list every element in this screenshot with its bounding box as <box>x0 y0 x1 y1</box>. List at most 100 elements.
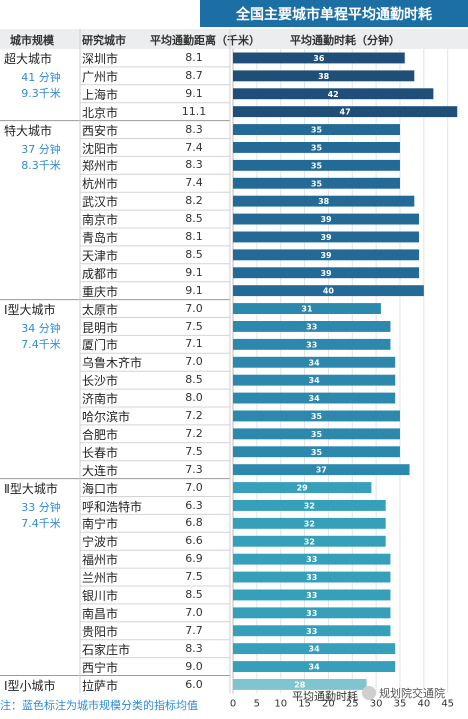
watermark: 规划院交通院 <box>362 685 445 701</box>
distance-value: 8.5 <box>185 212 203 226</box>
bar <box>233 517 386 529</box>
group-avg-distance: 7.4千米 <box>21 337 61 351</box>
bar <box>233 535 386 547</box>
chart-title: 全国主要城市单程平均通勤时耗 <box>200 0 468 27</box>
x-tick-label: 25 <box>346 698 359 709</box>
bar <box>233 142 400 153</box>
x-tick-label: 40 <box>417 698 430 709</box>
bar-value-label: 38 <box>318 197 330 206</box>
distance-value: 7.7 <box>185 623 203 637</box>
header-distance: 平均通勤距离（千米） <box>150 34 260 47</box>
bar <box>233 249 420 261</box>
bar-value-label: 35 <box>311 143 323 152</box>
header-tier: 城市规模 <box>10 34 54 47</box>
bar-value-label: 40 <box>323 287 335 296</box>
bar-value-label: 35 <box>311 126 323 135</box>
bar-value-label: 35 <box>311 412 323 421</box>
distance-value: 8.3 <box>185 158 203 172</box>
x-tick-label: 5 <box>254 698 260 709</box>
bar <box>233 267 420 279</box>
city-label: 大连市 <box>82 463 119 478</box>
city-label: 长沙市 <box>82 374 119 389</box>
bar-value-label: 33 <box>306 555 317 564</box>
x-axis-title: 平均通勤时耗 <box>292 690 358 703</box>
distance-value: 9.1 <box>185 86 203 100</box>
bar <box>233 124 400 135</box>
bar-value-label: 36 <box>313 54 325 63</box>
bar <box>233 643 396 655</box>
city-label: 拉萨市 <box>82 678 119 693</box>
city-label: 福州市 <box>82 553 119 568</box>
bar <box>233 625 391 637</box>
bar <box>233 338 391 350</box>
bar-value-label: 33 <box>306 609 317 618</box>
distance-value: 8.1 <box>185 230 203 243</box>
city-label: 深圳市 <box>82 52 119 66</box>
bar <box>233 679 367 690</box>
city-label: 乌鲁木齐市 <box>82 356 143 371</box>
wechat-icon <box>362 686 376 700</box>
distance-value: 9.1 <box>185 283 203 297</box>
group-avg-time: 33 分钟 <box>21 500 61 514</box>
bar-value-label: 39 <box>320 269 332 278</box>
bar-value-label: 34 <box>309 376 321 385</box>
city-label: 济南市 <box>82 392 119 407</box>
city-label: 海口市 <box>82 481 119 496</box>
city-label: 银川市 <box>82 589 119 603</box>
bar <box>233 428 400 440</box>
city-label: 哈尔滨市 <box>82 410 131 424</box>
distance-value: 8.3 <box>185 122 203 136</box>
city-label: 贵阳市 <box>82 624 119 639</box>
bar <box>233 321 391 332</box>
distance-value: 8.7 <box>185 68 203 82</box>
bar-value-label: 33 <box>306 573 317 582</box>
group-name: Ⅰ型大城市 <box>4 302 56 317</box>
distance-value: 8.3 <box>185 641 203 655</box>
bar-value-label: 31 <box>301 305 313 314</box>
distance-value: 7.4 <box>185 140 203 154</box>
bar <box>233 392 396 404</box>
city-label: 广州市 <box>82 69 119 84</box>
header-city: 研究城市 <box>82 34 126 47</box>
bar-value-label: 32 <box>304 501 315 510</box>
bar <box>233 303 381 314</box>
city-label: 南京市 <box>82 213 119 228</box>
bar-value-label: 39 <box>320 251 332 260</box>
bar-value-label: 34 <box>309 645 321 654</box>
x-tick-label: 30 <box>370 698 383 709</box>
distance-value: 7.0 <box>185 605 203 619</box>
bar-value-label: 39 <box>320 215 332 224</box>
city-label: 石家庄市 <box>82 642 131 657</box>
x-tick-label: 15 <box>298 698 311 709</box>
city-label: 杭州市 <box>82 177 119 192</box>
distance-value: 7.2 <box>185 426 203 440</box>
distance-value: 7.5 <box>185 319 203 333</box>
bar-value-label: 35 <box>311 179 323 188</box>
x-tick-label: 35 <box>394 698 407 709</box>
header-time: 平均通勤时耗（分钟） <box>290 34 400 47</box>
bar <box>233 213 420 225</box>
bar-value-label: 28 <box>294 680 306 689</box>
bar-value-label: 35 <box>311 161 323 170</box>
bar-value-label: 34 <box>309 663 321 672</box>
city-label: 武汉市 <box>82 195 119 210</box>
city-label: 宁波市 <box>82 535 119 550</box>
city-label: 太原市 <box>82 302 119 317</box>
city-label: 沈阳市 <box>82 141 119 156</box>
distance-value: 8.5 <box>185 588 203 601</box>
bar-value-label: 38 <box>318 72 330 81</box>
group-name: Ⅱ型大城市 <box>4 481 58 496</box>
x-tick-label: 45 <box>441 698 454 709</box>
group-name: 超大城市 <box>4 52 53 66</box>
x-tick-label: 20 <box>322 698 335 709</box>
distance-value: 6.0 <box>185 677 203 691</box>
distance-value: 6.3 <box>185 498 203 512</box>
distance-value: 8.5 <box>185 247 203 261</box>
group-avg-time: 41 分钟 <box>21 71 61 84</box>
bar <box>233 70 415 82</box>
distance-value: 6.9 <box>185 552 203 566</box>
group-name: Ⅰ型小城市 <box>4 678 56 693</box>
bar-value-label: 39 <box>320 233 332 242</box>
bar-value-label: 34 <box>309 358 321 367</box>
